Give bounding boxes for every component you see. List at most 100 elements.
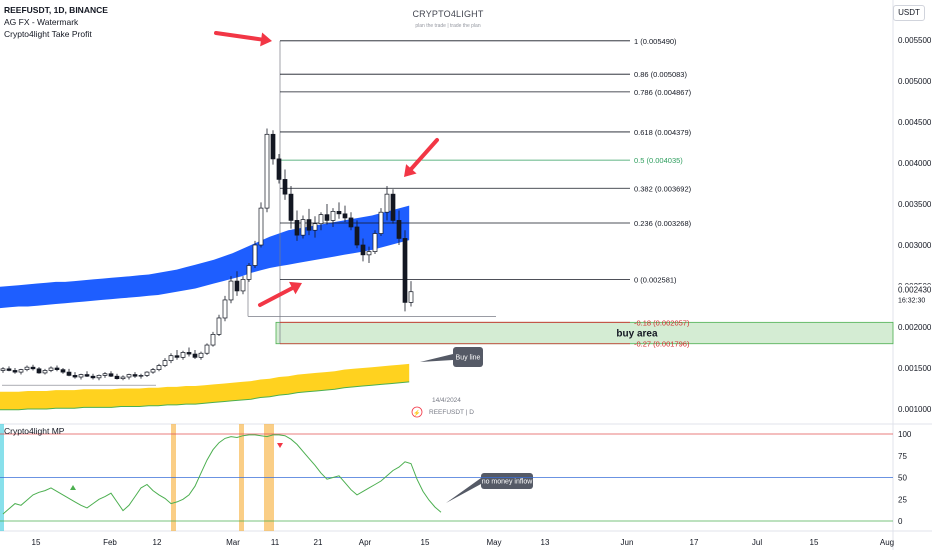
oscillator-tick-label: 0	[898, 517, 903, 526]
fib-level-label: 0.236 (0.003268)	[634, 219, 692, 228]
candle-body	[378, 211, 384, 234]
candle-body	[396, 220, 402, 239]
time-tick-label: 15	[32, 538, 41, 547]
candle-body	[282, 179, 288, 195]
candle-body	[222, 299, 228, 319]
candle-body	[204, 344, 210, 354]
candle-body	[300, 219, 306, 236]
indicator-watermark-label[interactable]: AG FX - Watermark	[4, 17, 79, 27]
candle-body	[366, 251, 372, 256]
candle-body	[402, 238, 408, 303]
candle-body	[288, 193, 294, 221]
candle-body	[54, 367, 60, 370]
candle-body	[66, 371, 72, 376]
blue-band	[0, 205, 410, 309]
callout-box	[453, 347, 483, 367]
time-tick-label: May	[486, 538, 501, 547]
red-arrow-head	[260, 32, 272, 47]
candle-body	[258, 207, 264, 246]
time-tick-label: 15	[810, 538, 819, 547]
countdown-label: 16:32:30	[898, 298, 925, 305]
time-tick-label: Feb	[103, 538, 117, 547]
symbol-line[interactable]: REEFUSDT, 1D, BINANCE	[4, 5, 108, 15]
candle-body	[180, 352, 186, 358]
time-tick-label: Aug	[880, 538, 894, 547]
candle-body	[36, 368, 42, 374]
price-tick-label: 0.005500	[898, 36, 932, 45]
last-price-label: 0.002430	[898, 286, 932, 295]
time-tick-label: Jul	[752, 538, 762, 547]
fib-level-label: 0.5 (0.004035)	[634, 156, 683, 165]
candle-body	[252, 244, 258, 266]
candle-body	[12, 370, 18, 373]
oscillator-tick-label: 75	[898, 452, 907, 461]
candle-body	[24, 366, 30, 370]
candle-body	[162, 360, 168, 366]
fib-level-label: 0.382 (0.003692)	[634, 184, 692, 193]
candle-body	[234, 280, 240, 292]
buy-area-label: buy area	[616, 328, 658, 339]
callout-box	[481, 473, 533, 489]
candle-body	[132, 374, 138, 377]
currency-button[interactable]: USDT	[893, 5, 925, 21]
candle-body	[48, 367, 54, 371]
red-arrow-head	[289, 281, 302, 295]
candle-body	[372, 233, 378, 252]
candle-body	[318, 214, 324, 225]
time-tick-label: 13	[541, 538, 550, 547]
fib-level-label: 1 (0.005490)	[634, 37, 677, 46]
candle-body	[126, 374, 132, 378]
red-arrow-head	[404, 164, 417, 177]
candle-body	[42, 370, 48, 374]
oscillator-tick-label: 100	[898, 430, 912, 439]
time-tick-label: Mar	[226, 538, 240, 547]
fib-level-label: -0.27 (0.001796)	[634, 340, 690, 349]
indicator-take-profit-label[interactable]: Crypto4light Take Profit	[4, 29, 92, 39]
price-tick-label: 0.001000	[898, 405, 932, 414]
yellow-band	[0, 363, 410, 410]
time-tick-label: 15	[421, 538, 430, 547]
candle-body	[138, 375, 144, 377]
time-tick-label: 21	[314, 538, 323, 547]
candle-body	[240, 279, 246, 292]
candle-body	[330, 211, 336, 221]
candle-body	[0, 368, 6, 371]
candle-body	[168, 355, 174, 361]
candle-body	[246, 265, 252, 280]
candle-body	[72, 375, 78, 378]
oscillator-line	[2, 434, 442, 515]
brand-watermark: CRYPTO4LIGHT	[412, 9, 484, 19]
candle-body	[144, 371, 150, 376]
time-tick-label: 12	[153, 538, 162, 547]
candle-body	[78, 374, 84, 378]
flash-icon	[411, 406, 423, 418]
candle-body	[174, 355, 180, 358]
fib-level-label: 0.786 (0.004867)	[634, 88, 692, 97]
candle-body	[390, 193, 396, 221]
candle-body	[384, 193, 390, 213]
price-tick-label: 0.003500	[898, 200, 932, 209]
callout-pointer	[420, 354, 453, 362]
brand-slogan: plan the trade | trade the plan	[415, 23, 481, 29]
price-tick-label: 0.003000	[898, 241, 932, 250]
oscillator-title[interactable]: Crypto4light MP	[4, 426, 65, 436]
candle-body	[90, 375, 96, 379]
flash-icon-glyph: ⚡	[413, 409, 420, 417]
time-tick-label: Apr	[359, 538, 372, 547]
candle-body	[408, 291, 414, 303]
oscillator-down-marker	[277, 443, 283, 448]
candle-body	[306, 219, 312, 231]
candle-body	[270, 133, 276, 160]
oscillator-tick-label: 25	[898, 495, 907, 504]
red-arrow-shaft	[409, 138, 439, 171]
candle-body	[312, 223, 318, 231]
oscillator-up-marker	[70, 485, 76, 490]
red-arrow-shaft	[214, 31, 264, 42]
candle-body	[6, 368, 12, 371]
callout-text: no money inflow	[482, 479, 534, 486]
candle-body	[156, 365, 162, 370]
candle-body	[264, 133, 270, 209]
symbol-mark-label: REEFUSDT | D	[429, 409, 474, 416]
